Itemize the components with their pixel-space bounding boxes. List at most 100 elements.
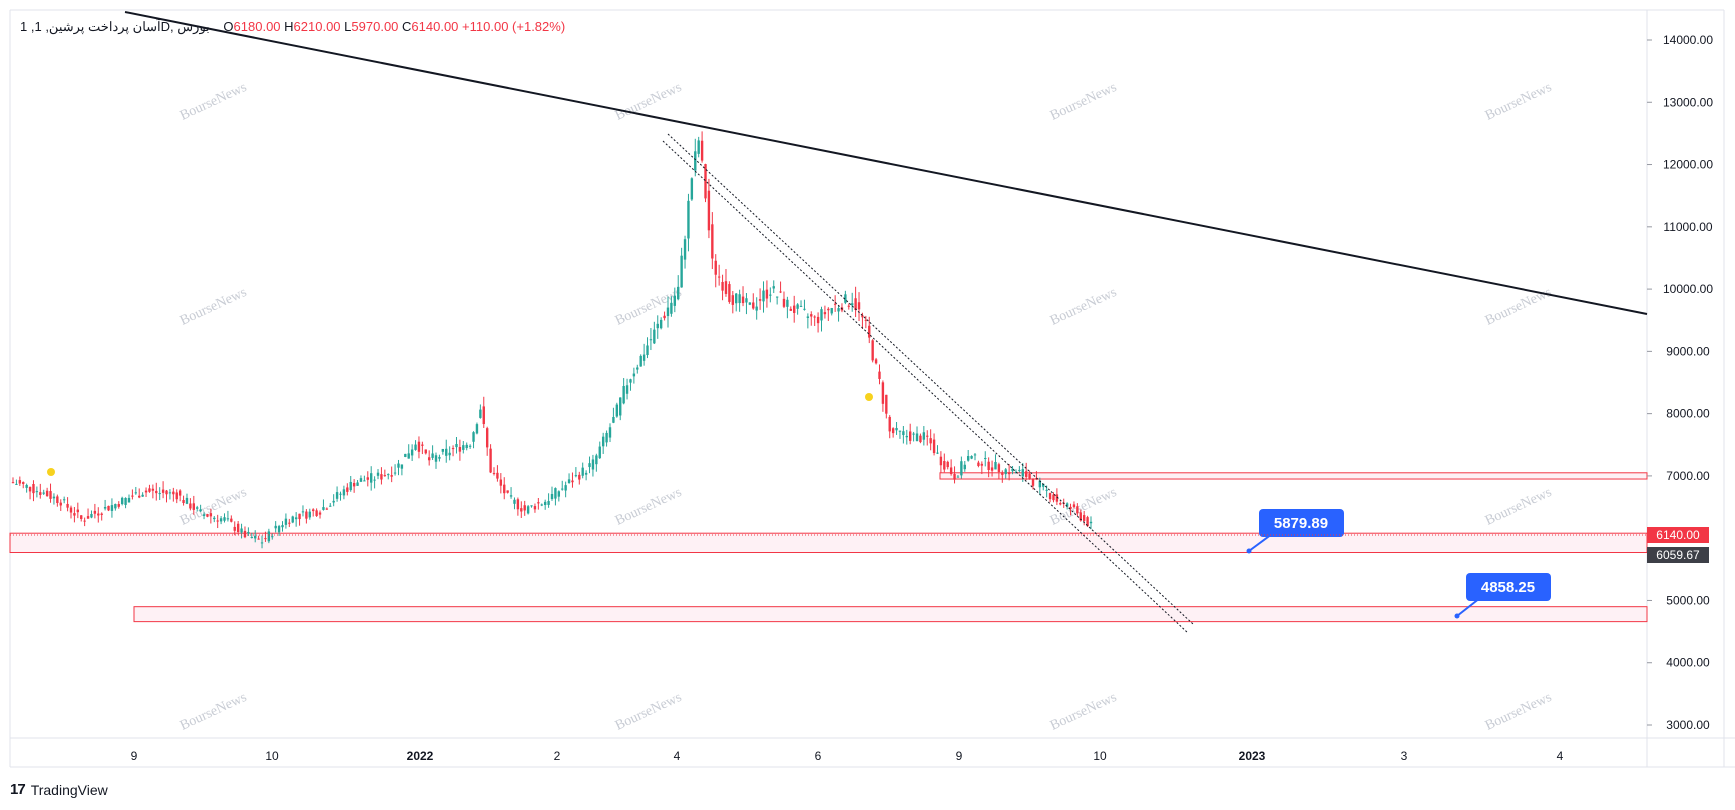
candle-body xyxy=(117,504,120,507)
time-axis[interactable]: 9 10 2022 2 4 6 9 10 2023 3 4 xyxy=(131,749,1564,763)
candle-body xyxy=(155,490,158,494)
candle-body xyxy=(851,303,854,306)
candle-body xyxy=(601,436,605,447)
candle-body xyxy=(264,538,267,540)
candle-body xyxy=(226,518,230,520)
y-tick-label: 14000.00 xyxy=(1663,33,1713,47)
candle-body xyxy=(86,516,90,519)
candle-body xyxy=(216,520,219,522)
candle-body xyxy=(578,474,581,480)
candle-body xyxy=(332,500,335,503)
candle-body xyxy=(127,497,131,503)
candle-body xyxy=(69,507,73,513)
candle-body xyxy=(881,382,885,404)
candle-body xyxy=(629,379,632,383)
candle-body xyxy=(642,354,646,361)
long-trendline[interactable] xyxy=(124,11,1648,315)
candle-body xyxy=(714,260,717,275)
candle-body xyxy=(308,511,311,518)
candle-body xyxy=(649,339,653,341)
candle-body xyxy=(547,501,550,505)
candle-body xyxy=(830,308,833,314)
candle-body xyxy=(677,286,680,300)
candle-body xyxy=(400,464,404,469)
candle-body xyxy=(107,505,110,511)
candle-body xyxy=(820,309,823,321)
candle-body xyxy=(509,495,513,497)
candle-body xyxy=(561,488,564,490)
candle-body xyxy=(612,416,615,423)
candle-body xyxy=(837,308,840,312)
candle-body xyxy=(80,515,83,519)
candle-body xyxy=(1035,478,1038,480)
candle-body xyxy=(953,473,956,480)
candle-body xyxy=(666,307,670,317)
candle-body xyxy=(574,475,578,477)
candle-body xyxy=(202,514,206,516)
candle-body xyxy=(62,499,66,501)
candle-body xyxy=(786,299,789,307)
zone-box[interactable] xyxy=(133,606,1648,623)
candle-body xyxy=(250,537,253,539)
candle-body xyxy=(984,457,987,459)
candle-body xyxy=(775,296,779,298)
candle-body xyxy=(1065,503,1069,507)
candle-body xyxy=(905,435,908,438)
candle-body xyxy=(516,499,520,510)
candle-body xyxy=(878,371,881,379)
candle-body xyxy=(267,531,271,542)
candle-body xyxy=(148,488,151,492)
callout-anchor xyxy=(1246,548,1252,554)
candle-body xyxy=(489,448,492,473)
candle-body xyxy=(796,304,799,309)
x-tick-label: 4 xyxy=(674,749,681,763)
candle-body xyxy=(206,514,209,517)
candle-body xyxy=(721,281,724,291)
candle-body xyxy=(93,510,97,514)
candle-body xyxy=(653,329,656,344)
candle-body xyxy=(806,316,810,318)
price-axis[interactable]: 14000.00 13000.00 12000.00 11000.00 10000.00… xyxy=(1647,33,1713,732)
candle-body xyxy=(185,497,189,504)
candle-body xyxy=(939,456,943,466)
candle-body xyxy=(871,340,874,361)
candle-body xyxy=(813,316,816,318)
candle-body xyxy=(769,294,772,296)
candle-body xyxy=(233,526,236,531)
candle-body xyxy=(472,432,475,442)
candle-body xyxy=(926,435,929,437)
candle-body xyxy=(458,447,462,452)
candle-body xyxy=(994,461,997,470)
candle-body xyxy=(49,491,52,499)
callout-4858[interactable]: 4858.25 xyxy=(1454,573,1552,619)
candle-body xyxy=(656,323,659,329)
tradingview-branding[interactable]: 17 TradingView xyxy=(10,781,108,798)
candle-body xyxy=(438,456,441,459)
callout-box xyxy=(1259,509,1344,537)
candle-body xyxy=(462,445,465,450)
candle-body xyxy=(404,453,407,457)
y-tick-label: 12000.00 xyxy=(1663,158,1713,172)
brand-name: TradingView xyxy=(30,781,108,798)
candle-body xyxy=(124,497,127,505)
x-tick-label: 9 xyxy=(956,749,963,763)
candle-body xyxy=(441,448,445,452)
candle-body xyxy=(588,463,591,468)
candle-body xyxy=(728,284,731,302)
candle-body xyxy=(1045,489,1048,491)
candle-body xyxy=(997,464,1001,472)
zone-box[interactable] xyxy=(939,472,1648,480)
y-tick-label: 7000.00 xyxy=(1666,469,1710,483)
y-tick-label: 5000.00 xyxy=(1666,593,1710,607)
callout-5879[interactable]: 5879.89 xyxy=(1246,509,1345,554)
y-tick-label: 4000.00 xyxy=(1666,656,1710,670)
symbol-name[interactable]: 1 ,آسان پرداخت پرشین, 1D, بورس xyxy=(20,19,210,34)
candle-body xyxy=(864,319,868,321)
candle-body xyxy=(636,367,639,370)
candle-body xyxy=(499,479,503,486)
candle-body xyxy=(762,290,765,302)
candle-body xyxy=(271,536,274,538)
candle-body xyxy=(370,473,373,483)
candle-body xyxy=(325,508,329,510)
